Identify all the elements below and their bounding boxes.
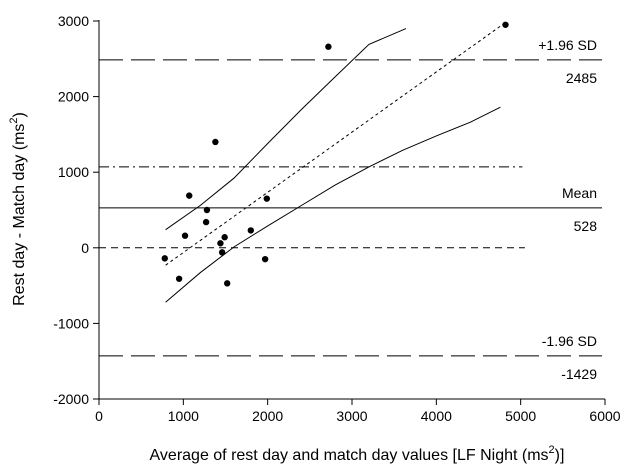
- regression-line: [165, 22, 506, 266]
- fit-curves: [165, 22, 506, 303]
- data-point: [217, 240, 224, 247]
- x-tick-label: 6000: [589, 408, 620, 424]
- data-point: [175, 275, 183, 282]
- reference-label-upper-loa: +1.96 SD: [538, 37, 597, 53]
- x-tick-label: 0: [95, 408, 103, 424]
- x-axis-title: Average of rest day and match day values…: [150, 444, 565, 464]
- x-tick-label: 2000: [252, 408, 283, 424]
- data-point: [212, 138, 219, 146]
- x-tick-label: 3000: [336, 408, 367, 424]
- x-tick-label: 1000: [168, 408, 199, 424]
- confidence-curve-upper: [165, 28, 407, 231]
- data-point: [263, 195, 271, 202]
- y-tick-label: 1000: [58, 164, 89, 180]
- axes: 0 1000 2000 3000 4000 5000 6000 -2000 -1000 0 1000…: [53, 13, 621, 424]
- y-axis-title-main: Rest day - Match day (ms: [11, 124, 28, 306]
- reference-label-lower-loa: -1.96 SD: [542, 333, 597, 349]
- data-point: [223, 280, 231, 287]
- data-point: [325, 43, 332, 50]
- reference-value-lower-loa: -1429: [561, 366, 597, 382]
- reference-value-mean: 528: [574, 218, 598, 234]
- data-point: [181, 232, 189, 239]
- x-tick-label: 4000: [421, 408, 452, 424]
- data-point: [186, 192, 193, 199]
- data-point: [161, 255, 168, 262]
- x-axis-title-sup: 2: [549, 444, 555, 456]
- y-axis-title-tail: ): [11, 112, 28, 117]
- y-tick-label: 2000: [58, 89, 89, 105]
- x-axis-title-tail: )]: [555, 447, 565, 464]
- y-tick-label: -2000: [53, 391, 89, 407]
- y-axis-title-sup: 2: [8, 117, 20, 123]
- data-point: [203, 206, 211, 214]
- x-axis-title-main: Average of rest day and match day values…: [150, 447, 549, 464]
- x-tick-label: 5000: [505, 408, 536, 424]
- reference-lines: [99, 59, 602, 357]
- data-point: [247, 227, 254, 234]
- confidence-curve-lower: [165, 106, 501, 303]
- data-point: [221, 234, 228, 241]
- reference-label-mean: Mean: [562, 185, 597, 201]
- reference-value-upper-loa: 2485: [566, 70, 597, 86]
- y-tick-label: 0: [81, 240, 89, 256]
- y-tick-label: -1000: [53, 315, 89, 331]
- data-point: [502, 21, 509, 28]
- data-point: [202, 218, 210, 226]
- data-point: [218, 249, 226, 256]
- data-point: [261, 255, 269, 263]
- annotations: Mean 528 +1.96 SD 2485 -1.96 SD -1429: [538, 37, 597, 382]
- data-points: [161, 21, 509, 287]
- y-tick-label: 3000: [58, 13, 89, 29]
- y-axis-title: Rest day - Match day (ms2): [8, 112, 28, 306]
